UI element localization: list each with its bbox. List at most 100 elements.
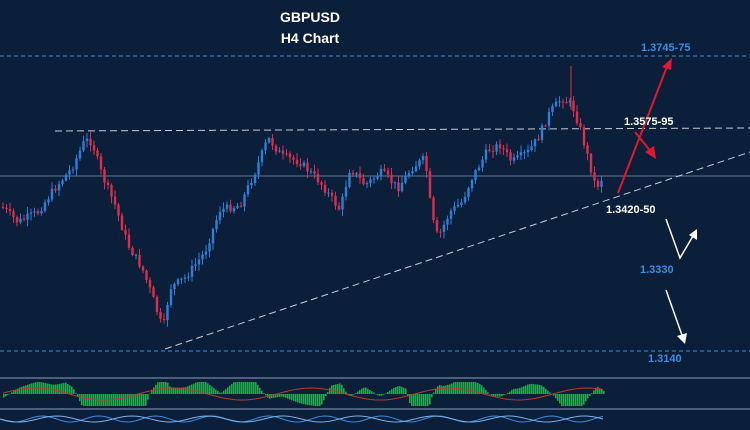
histogram-bar xyxy=(575,394,577,406)
histogram-bar xyxy=(531,383,533,394)
histogram-bar xyxy=(569,394,571,406)
histogram-bar xyxy=(517,388,519,394)
candle xyxy=(141,265,145,274)
histogram-bar xyxy=(535,384,537,394)
histogram-bar xyxy=(393,388,395,394)
level-label-1-3745: 1.3745-75 xyxy=(641,42,691,54)
histogram-bar xyxy=(523,386,525,394)
candle xyxy=(267,136,271,144)
candle xyxy=(8,202,12,216)
histogram-bar xyxy=(379,394,381,396)
histogram-bar xyxy=(169,386,171,394)
chart-subtitle: H4 Chart xyxy=(280,30,340,46)
candle xyxy=(278,147,281,153)
candle xyxy=(593,166,596,188)
histogram-bar xyxy=(333,384,335,394)
histogram-bar xyxy=(589,394,591,396)
candle xyxy=(341,193,344,217)
histogram-bar xyxy=(527,384,529,394)
histogram-bar xyxy=(141,394,143,406)
candle xyxy=(561,98,565,109)
histogram-bar xyxy=(3,394,5,398)
candle xyxy=(453,201,456,215)
histogram-bar xyxy=(437,386,439,394)
histogram-bar xyxy=(483,387,485,394)
candle xyxy=(432,195,435,224)
histogram-bar xyxy=(291,394,293,401)
histogram-bar xyxy=(61,383,63,394)
oscillator-line xyxy=(0,415,604,423)
histogram-bar xyxy=(367,388,369,394)
histogram-bar xyxy=(261,390,263,394)
histogram-bar xyxy=(525,385,527,394)
histogram-bar xyxy=(233,382,235,394)
candle xyxy=(526,144,530,157)
histogram-bar xyxy=(315,394,317,406)
histogram-bar xyxy=(425,394,427,406)
histogram-bar xyxy=(587,394,589,399)
histogram-bar xyxy=(351,394,353,397)
histogram-bar xyxy=(567,394,569,406)
candle xyxy=(194,257,197,271)
histogram-bar xyxy=(385,393,387,394)
histogram-bar xyxy=(289,394,291,400)
histogram-bar xyxy=(397,386,399,394)
histogram-bar xyxy=(321,394,323,405)
histogram-bar xyxy=(247,382,249,394)
histogram-bar xyxy=(429,394,431,405)
candle xyxy=(187,272,190,282)
histogram-bar xyxy=(451,383,453,394)
candle xyxy=(180,277,183,284)
histogram-bar xyxy=(11,392,13,394)
candle xyxy=(509,149,512,166)
histogram-bar xyxy=(177,387,179,394)
histogram-bar xyxy=(121,394,123,406)
histogram-bar xyxy=(187,386,189,394)
candle xyxy=(505,143,509,157)
arrow-white-down xyxy=(665,289,684,339)
histogram-bar xyxy=(131,394,133,406)
candle xyxy=(418,158,421,170)
candle xyxy=(208,238,211,258)
candle xyxy=(274,144,278,155)
histogram-bar xyxy=(275,394,277,398)
histogram-bar xyxy=(433,392,435,394)
candle xyxy=(54,185,57,193)
candle xyxy=(516,151,519,160)
candle xyxy=(386,167,390,179)
histogram-bar xyxy=(183,387,185,394)
histogram-bar xyxy=(191,384,193,394)
histogram-bar xyxy=(553,394,555,396)
candle xyxy=(530,140,533,152)
histogram-bar xyxy=(9,393,11,395)
candle xyxy=(600,176,603,193)
histogram-bar xyxy=(401,386,403,394)
candle xyxy=(463,191,467,205)
candle xyxy=(316,168,320,185)
histogram-bar xyxy=(459,382,461,394)
candle xyxy=(103,166,106,190)
histogram-bar xyxy=(371,391,373,394)
candle xyxy=(106,179,110,190)
candle xyxy=(540,123,544,143)
candle xyxy=(145,269,148,284)
candle xyxy=(586,142,589,161)
histogram-bar xyxy=(327,391,329,394)
histogram-bar xyxy=(515,388,517,394)
candle xyxy=(285,149,288,157)
histogram-bar xyxy=(563,394,565,406)
histogram-bar xyxy=(435,389,437,394)
histogram-bar xyxy=(447,384,449,394)
candle xyxy=(19,213,22,225)
scenario-arrows xyxy=(617,58,697,344)
histogram-bar xyxy=(59,383,61,394)
arrow-white-bounce xyxy=(665,218,694,260)
histogram-bar xyxy=(561,394,563,406)
histogram-bar xyxy=(229,385,231,394)
candle xyxy=(495,141,498,155)
candle xyxy=(327,188,330,198)
candle xyxy=(26,207,29,227)
histogram-bar xyxy=(497,394,499,397)
histogram-bar xyxy=(465,382,467,394)
candle xyxy=(89,132,92,152)
